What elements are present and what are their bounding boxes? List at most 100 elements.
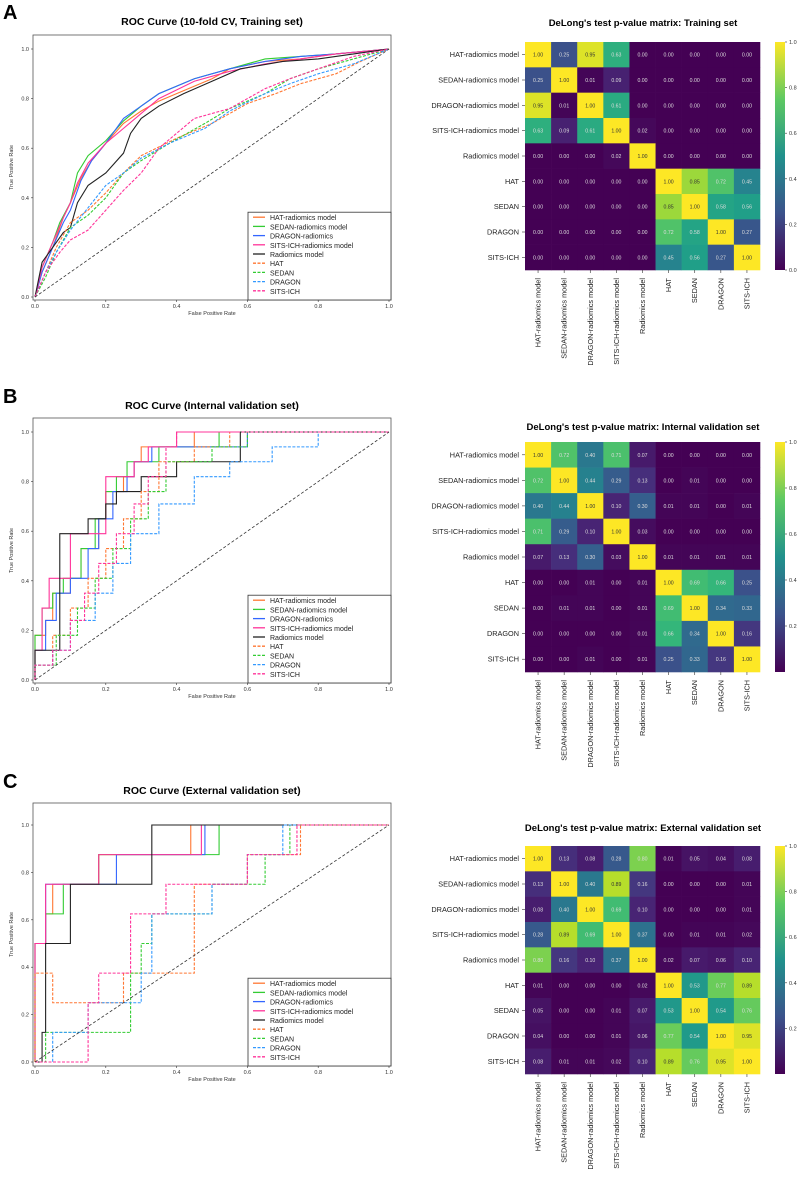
column-label: SEDAN xyxy=(690,278,699,303)
colorbar xyxy=(775,846,785,1074)
heatmap-cell xyxy=(733,1048,761,1075)
heatmap-cell-value: 0.00 xyxy=(533,154,543,160)
heatmap-cell-value: 0.00 xyxy=(742,53,752,59)
heatmap-cell xyxy=(655,947,682,973)
heatmap-cell-value: 0.00 xyxy=(716,154,726,160)
heatmap-cell xyxy=(629,118,656,144)
heatmap-cell xyxy=(629,646,656,673)
heatmap-cell-value: 1.00 xyxy=(611,529,621,535)
heatmap-cell-value: 1.00 xyxy=(559,882,569,888)
x-axis-label: False Positive Rate xyxy=(188,694,235,700)
roc-curve-dragon-radiomics xyxy=(34,48,390,298)
heatmap-cell-value: 0.10 xyxy=(637,907,647,913)
legend-item-label: DRAGON-radiomics xyxy=(270,1000,334,1007)
heatmap-cell xyxy=(551,846,578,872)
heatmap-cell xyxy=(707,143,735,169)
heatmap-cell-value: 0.34 xyxy=(716,606,726,612)
heatmap-cell xyxy=(655,493,682,519)
heatmap-cell-value: 0.07 xyxy=(637,453,647,459)
row-label: SITS-ICH xyxy=(488,655,519,664)
heatmap-cell xyxy=(629,518,656,545)
legend-item-label: HAT xyxy=(270,1027,284,1034)
heatmap-cell xyxy=(733,544,761,571)
heatmap-cell xyxy=(525,518,552,545)
heatmap-cell-value: 0.00 xyxy=(716,882,726,888)
row-label: HAT xyxy=(505,578,520,587)
heatmap-cell xyxy=(733,42,761,68)
x-tick-label: 0.8 xyxy=(314,687,322,693)
heatmap-cell xyxy=(733,896,761,923)
heatmap-cell-value: 0.00 xyxy=(585,983,595,989)
heatmap-cell-value: 0.08 xyxy=(742,857,752,863)
column-label: SEDAN-radiomics model xyxy=(560,680,569,761)
heatmap-cell xyxy=(551,1048,578,1075)
column-label: SEDAN-radiomics model xyxy=(560,1082,569,1163)
heatmap-cell xyxy=(525,442,552,468)
heatmap-cell-value: 0.95 xyxy=(533,103,543,109)
heatmap-cell xyxy=(655,846,682,872)
heatmap-cell xyxy=(681,972,709,999)
heatmap-cell xyxy=(603,1048,630,1075)
heatmap-cell-value: 0.54 xyxy=(716,1009,726,1015)
heatmap-cell xyxy=(603,569,630,596)
heatmap-cell-value: 0.01 xyxy=(690,933,700,939)
y-tick-label: 0.0 xyxy=(21,295,29,301)
heatmap-cell xyxy=(603,846,630,872)
heatmap-cell-value: 0.13 xyxy=(559,555,569,561)
heatmap-cell xyxy=(551,168,578,195)
heatmap-cell-value: 0.40 xyxy=(585,453,595,459)
heatmap-cell-value: 0.01 xyxy=(664,555,674,561)
column-label: HAT xyxy=(664,277,673,292)
heatmap-cell-value: 0.00 xyxy=(611,230,621,236)
heatmap-cell xyxy=(681,846,709,872)
colorbar-tick-label: 0.4 xyxy=(789,578,797,584)
heatmap-cell-value: 0.03 xyxy=(637,529,647,535)
heatmap-cell xyxy=(733,219,761,245)
heatmap-cell-value: 0.00 xyxy=(559,255,569,261)
heatmap-cell xyxy=(525,1023,552,1049)
heatmap-cell xyxy=(681,947,709,973)
heatmap-cell-value: 0.53 xyxy=(664,1009,674,1015)
heatmap-cell xyxy=(733,1023,761,1049)
heatmap-cell-value: 0.01 xyxy=(742,882,752,888)
heatmap-cell-value: 0.08 xyxy=(585,857,595,863)
heatmap-cell-value: 0.01 xyxy=(690,555,700,561)
legend-item-label: HAT-radiomics model xyxy=(270,981,337,988)
heatmap-cell-value: 0.00 xyxy=(585,205,595,211)
heatmap-cell xyxy=(655,442,682,468)
x-tick-label: 0.6 xyxy=(244,687,252,693)
heatmap-cell-value: 0.30 xyxy=(637,504,647,510)
heatmap-cell-value: 0.00 xyxy=(716,907,726,913)
heatmap-cell-value: 0.01 xyxy=(585,78,595,84)
heatmap-cell-value: 0.00 xyxy=(585,230,595,236)
heatmap-cell xyxy=(551,922,578,948)
heatmap-cell-value: 0.28 xyxy=(611,857,621,863)
heatmap-cell-value: 0.00 xyxy=(664,478,674,484)
heatmap-cell-value: 0.00 xyxy=(690,103,700,109)
row-label: SEDAN-radiomics model xyxy=(438,476,519,485)
chart-title: DeLong's test p-value matrix: External v… xyxy=(525,823,762,834)
heatmap-cell-value: 0.01 xyxy=(664,857,674,863)
heatmap-cell-value: 0.01 xyxy=(585,606,595,612)
heatmap-cell xyxy=(655,646,682,673)
heatmap-cell-value: 0.00 xyxy=(611,179,621,185)
heatmap-cell xyxy=(681,998,709,1024)
legend: HAT-radiomics model SEDAN-radiomics model… xyxy=(247,594,392,684)
heatmap-cell-value: 1.00 xyxy=(664,179,674,185)
y-tick-label: 0.2 xyxy=(21,1013,29,1019)
legend-item-label: DRAGON xyxy=(270,280,301,287)
x-tick-label: 0.8 xyxy=(314,1070,322,1076)
heatmap-cell xyxy=(733,118,761,144)
heatmap-cell xyxy=(629,67,656,93)
heatmap-cell-value: 0.00 xyxy=(690,129,700,135)
heatmap-cell xyxy=(707,947,735,973)
heatmap-cell-value: 0.00 xyxy=(664,78,674,84)
heatmap-cell xyxy=(551,518,578,545)
heatmap-cell-value: 0.72 xyxy=(716,179,726,185)
roc-chart-a: ROC Curve (10-fold CV, Training set)0.0 0… xyxy=(9,16,393,317)
pvalue-heatmap-c: DeLong's test p-value matrix: External v… xyxy=(431,823,796,1170)
column-label: Radiomics model xyxy=(638,680,647,736)
heatmap-cell-value: 0.00 xyxy=(664,53,674,59)
heatmap-cell-value: 0.10 xyxy=(585,958,595,964)
heatmap-cell-value: 0.00 xyxy=(637,205,647,211)
